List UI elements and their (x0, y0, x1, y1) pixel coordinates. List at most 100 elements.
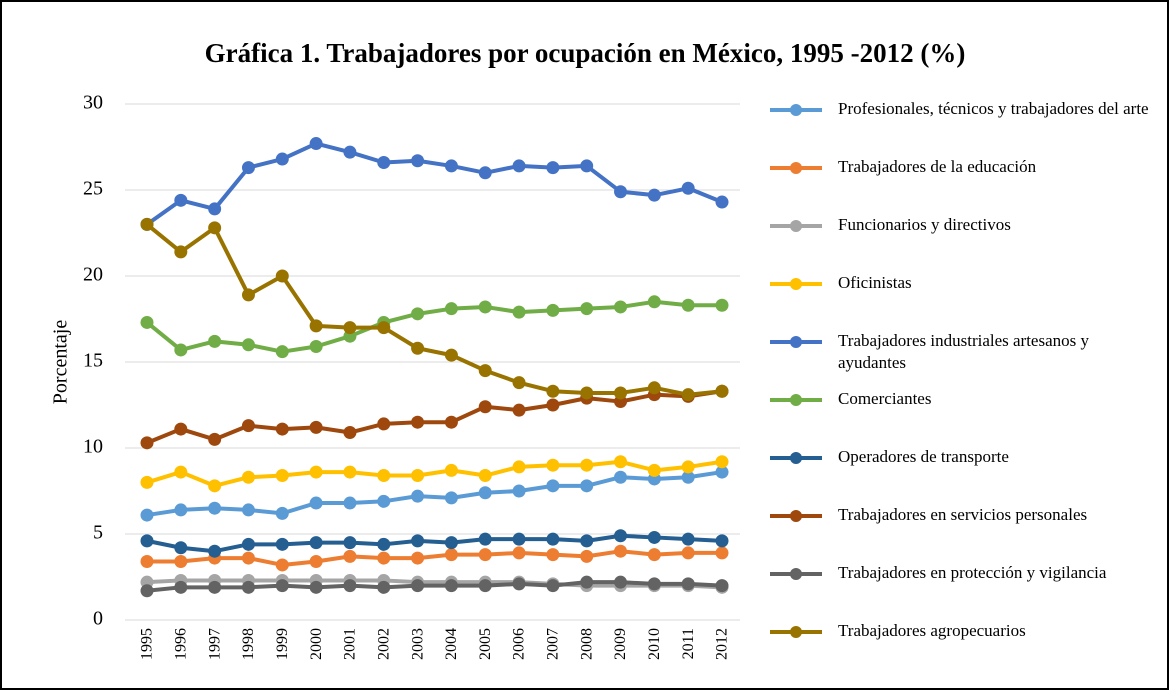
x-tick-label: 2006 (511, 628, 528, 660)
data-point (444, 159, 458, 173)
data-point (275, 537, 289, 551)
data-point (444, 536, 458, 550)
data-point (681, 460, 695, 474)
y-tick-label: 10 (83, 436, 103, 458)
data-point (546, 548, 560, 562)
data-point (343, 321, 357, 335)
data-point (647, 381, 661, 395)
data-point (580, 575, 594, 589)
data-point (343, 549, 357, 563)
data-point (444, 491, 458, 505)
data-point (208, 544, 222, 558)
data-point (241, 288, 255, 302)
data-point (478, 548, 492, 562)
data-point (208, 432, 222, 446)
data-point (512, 403, 526, 417)
data-point (174, 193, 188, 207)
data-point (309, 465, 323, 479)
data-point (681, 577, 695, 591)
legend-marker (790, 626, 802, 638)
data-point (275, 469, 289, 483)
data-point (343, 145, 357, 159)
legend-label: Profesionales, técnicos y trabajadores d… (838, 99, 1149, 118)
x-tick-label: 2002 (375, 628, 392, 660)
data-point (546, 458, 560, 472)
x-tick-label: 2008 (578, 628, 595, 660)
data-point (411, 154, 425, 168)
data-point (681, 298, 695, 312)
data-point (208, 334, 222, 348)
x-tick-label: 2003 (409, 628, 426, 660)
legend-label: Funcionarios y directivos (838, 215, 1011, 234)
data-point (241, 551, 255, 565)
data-point (580, 159, 594, 173)
data-point (275, 345, 289, 359)
legend-label: Trabajadores agropecuarios (838, 621, 1026, 640)
data-point (174, 422, 188, 436)
data-point (377, 417, 391, 431)
chart-title: Gráfica 1. Trabajadores por ocupación en… (205, 38, 966, 68)
data-point (343, 536, 357, 550)
legend-marker (790, 510, 802, 522)
data-point (241, 580, 255, 594)
y-tick-label: 15 (83, 350, 103, 372)
data-point (647, 548, 661, 562)
data-point (546, 398, 560, 412)
data-point (681, 388, 695, 402)
data-point (309, 420, 323, 434)
data-point (512, 376, 526, 390)
data-point (546, 532, 560, 546)
legend-marker (790, 220, 802, 232)
data-point (647, 577, 661, 591)
legend-marker (790, 336, 802, 348)
data-point (478, 486, 492, 500)
data-point (512, 460, 526, 474)
series-line (145, 141, 723, 227)
data-point (343, 579, 357, 593)
legend-label: Oficinistas (838, 273, 912, 292)
data-point (309, 580, 323, 594)
data-point (580, 302, 594, 316)
data-point (715, 195, 729, 209)
y-tick-label: 0 (93, 608, 103, 630)
data-point (309, 340, 323, 354)
data-point (478, 166, 492, 180)
data-point (512, 546, 526, 560)
data-point (614, 544, 628, 558)
data-point (681, 470, 695, 484)
x-tick-label: 2000 (308, 628, 325, 660)
x-tick-label: 2004 (443, 628, 460, 660)
data-point (140, 534, 154, 548)
data-point (241, 338, 255, 352)
data-point (546, 479, 560, 493)
data-point (681, 181, 695, 195)
legend-marker (790, 104, 802, 116)
data-point (614, 470, 628, 484)
data-point (478, 400, 492, 414)
data-point (444, 302, 458, 316)
data-point (275, 579, 289, 593)
x-tick-label: 1995 (139, 628, 156, 660)
x-tick-label: 2009 (612, 628, 629, 660)
data-point (444, 579, 458, 593)
data-point (614, 300, 628, 314)
data-point (208, 202, 222, 216)
data-point (377, 155, 391, 169)
data-point (208, 580, 222, 594)
y-tick-label: 30 (83, 92, 103, 114)
data-point (241, 503, 255, 517)
data-point (546, 161, 560, 175)
series-line (146, 470, 723, 518)
data-point (546, 303, 560, 317)
data-point (140, 217, 154, 231)
data-point (241, 537, 255, 551)
y-tick-label: 5 (93, 522, 103, 544)
data-point (275, 152, 289, 166)
x-tick-label: 1998 (240, 628, 257, 660)
data-point (411, 534, 425, 548)
data-point (512, 484, 526, 498)
data-point (174, 343, 188, 357)
y-tick-label: 20 (83, 264, 103, 286)
